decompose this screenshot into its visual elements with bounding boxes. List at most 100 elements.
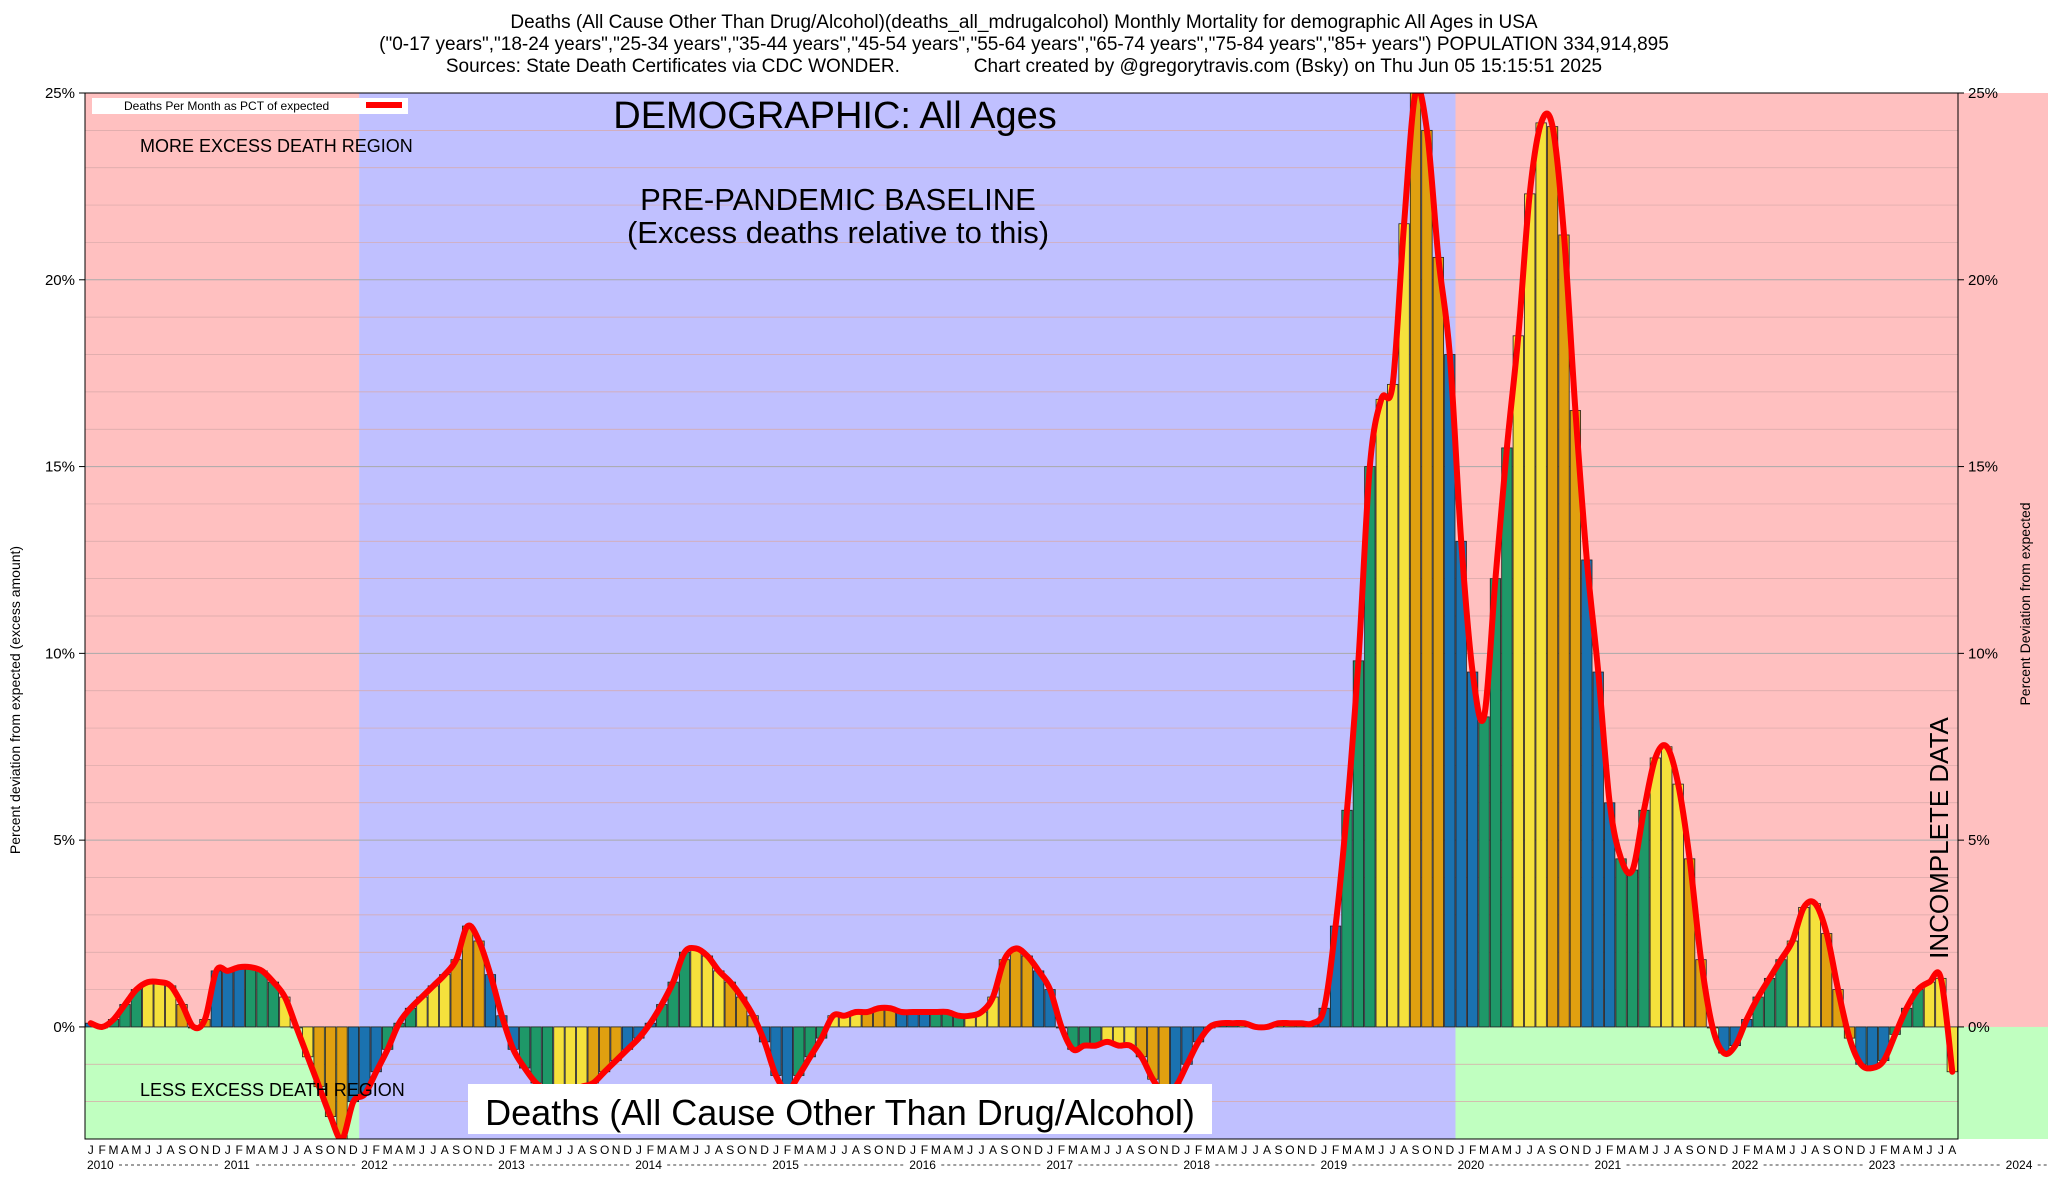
- month-label: A: [258, 1143, 266, 1157]
- month-label: J: [499, 1143, 505, 1157]
- month-label: J: [1253, 1143, 1259, 1157]
- month-label: M: [794, 1143, 804, 1157]
- legend: Deaths Per Month as PCT of expected: [92, 98, 408, 114]
- month-label: O: [326, 1143, 335, 1157]
- y-tick-label-right: 0%: [1968, 1019, 1990, 1036]
- bar: [1467, 671, 1479, 1028]
- month-label: J: [830, 1143, 836, 1157]
- bar: [1432, 256, 1444, 1028]
- month-label: A: [1263, 1143, 1271, 1157]
- month-label: J: [910, 1143, 916, 1157]
- month-label: A: [806, 1143, 814, 1157]
- month-label: A: [578, 1143, 586, 1157]
- month-label: N: [612, 1143, 621, 1157]
- month-label: J: [1664, 1143, 1670, 1157]
- month-label: A: [532, 1143, 540, 1157]
- year-label: 2019: [1320, 1158, 1347, 1172]
- bar: [1809, 903, 1821, 1028]
- month-label: D: [212, 1143, 221, 1157]
- month-label: M: [109, 1143, 119, 1157]
- month-label: N: [1297, 1143, 1306, 1157]
- month-label: J: [841, 1143, 847, 1157]
- month-label: O: [1422, 1143, 1431, 1157]
- year-label: 2016: [909, 1158, 936, 1172]
- bar: [1615, 858, 1627, 1028]
- month-label: F: [1469, 1143, 1476, 1157]
- month-label: O: [874, 1143, 883, 1157]
- month-label: A: [1080, 1143, 1088, 1157]
- bar: [1535, 122, 1547, 1028]
- year-label: 2024: [2006, 1158, 2033, 1172]
- month-label: A: [1903, 1143, 1911, 1157]
- bar: [1409, 93, 1422, 1028]
- month-label: J: [567, 1143, 573, 1157]
- month-label: O: [600, 1143, 609, 1157]
- month-label: J: [88, 1143, 94, 1157]
- month-label: N: [1845, 1143, 1854, 1157]
- chart-title-line-1: Deaths (All Cause Other Than Drug/Alcoho…: [510, 12, 1538, 33]
- y-tick-label-left: 20%: [45, 272, 75, 289]
- bar: [781, 1026, 793, 1091]
- month-label: A: [1217, 1143, 1225, 1157]
- bar: [587, 1026, 599, 1084]
- month-label: O: [189, 1143, 198, 1157]
- month-label: A: [852, 1143, 860, 1157]
- month-label: O: [463, 1143, 472, 1157]
- month-label: M: [1753, 1143, 1763, 1157]
- month-label: O: [1559, 1143, 1568, 1157]
- legend-box: [92, 98, 408, 114]
- month-label: M: [520, 1143, 530, 1157]
- month-label: A: [1354, 1143, 1362, 1157]
- month-label: N: [1434, 1143, 1443, 1157]
- bottom-label-box: [468, 1084, 1212, 1134]
- month-label: A: [1491, 1143, 1499, 1157]
- month-label: A: [715, 1143, 723, 1157]
- y-tick-label-left: 25%: [45, 85, 75, 102]
- year-label: 2015: [772, 1158, 799, 1172]
- bar: [222, 970, 234, 1028]
- bar: [1569, 410, 1582, 1028]
- month-label: J: [145, 1143, 151, 1157]
- year-label: 2014: [635, 1158, 662, 1172]
- month-label: J: [1869, 1143, 1875, 1157]
- month-label: J: [225, 1143, 231, 1157]
- month-label: A: [304, 1143, 312, 1157]
- bar: [336, 1026, 348, 1139]
- month-label: J: [293, 1143, 299, 1157]
- year-label: 2010: [87, 1158, 114, 1172]
- month-label: J: [773, 1143, 779, 1157]
- month-label: F: [647, 1143, 654, 1157]
- month-label: A: [1126, 1143, 1134, 1157]
- month-label: D: [1171, 1143, 1180, 1157]
- month-label: A: [943, 1143, 951, 1157]
- month-label: J: [1527, 1143, 1533, 1157]
- demographic-title: DEMOGRAPHIC: All Ages: [613, 95, 1056, 137]
- month-label: J: [556, 1143, 562, 1157]
- month-label: M: [680, 1143, 690, 1157]
- bar: [1501, 447, 1513, 1028]
- bar: [1398, 223, 1410, 1028]
- y-axis-right-label: Percent Deviation from expected: [2017, 502, 2033, 705]
- bar: [1558, 234, 1570, 1028]
- year-label: 2017: [1046, 1158, 1073, 1172]
- month-label: J: [1378, 1143, 1384, 1157]
- bar: [1478, 716, 1490, 1028]
- month-label: N: [1708, 1143, 1717, 1157]
- month-label: D: [349, 1143, 358, 1157]
- month-label: M: [1068, 1143, 1078, 1157]
- y-tick-label-left: 15%: [45, 459, 75, 476]
- month-label: D: [897, 1143, 906, 1157]
- month-label: J: [693, 1143, 699, 1157]
- month-label: S: [1137, 1143, 1145, 1157]
- month-label: D: [623, 1143, 632, 1157]
- month-label: D: [1857, 1143, 1866, 1157]
- month-label: S: [178, 1143, 186, 1157]
- month-label: M: [131, 1143, 141, 1157]
- bars: [85, 93, 1958, 1139]
- month-label: S: [726, 1143, 734, 1157]
- y-tick-label-right: 10%: [1968, 645, 1998, 662]
- month-label: J: [1184, 1143, 1190, 1157]
- month-label: M: [931, 1143, 941, 1157]
